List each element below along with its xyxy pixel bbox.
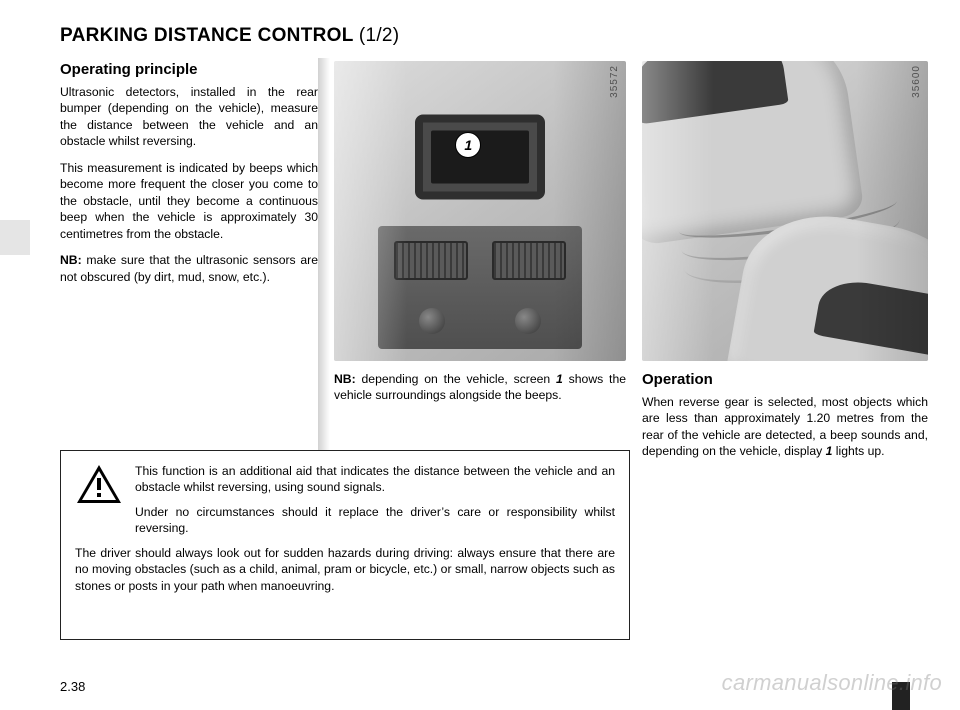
page-title: PARKING DISTANCE CONTROL (1/2) bbox=[60, 25, 930, 47]
paragraph: The driver should always look out for su… bbox=[75, 545, 615, 594]
warning-triangle-icon bbox=[75, 463, 123, 505]
section-tab bbox=[0, 220, 30, 255]
figure-id: 35600 bbox=[911, 65, 922, 98]
note-text: make sure that the ultrasonic sensors ar… bbox=[60, 253, 318, 283]
control-knob bbox=[419, 308, 445, 334]
warning-row: This function is an additional aid that … bbox=[75, 463, 615, 545]
callout-1: 1 bbox=[455, 132, 481, 158]
note-text: depending on the vehicle, screen bbox=[356, 372, 556, 386]
infotainment-screen bbox=[415, 115, 545, 200]
control-knob bbox=[515, 308, 541, 334]
ref-1: 1 bbox=[556, 372, 563, 386]
manual-page: PARKING DISTANCE CONTROL (1/2) Operating… bbox=[0, 0, 960, 710]
windshield bbox=[813, 275, 928, 361]
warning-text: This function is an additional aid that … bbox=[135, 463, 615, 545]
figure-dashboard: 35572 1 bbox=[334, 61, 626, 361]
paragraph: When reverse gear is selected, most obje… bbox=[642, 394, 928, 460]
figure-note: NB: depending on the vehicle, screen 1 s… bbox=[334, 371, 626, 404]
paragraph: NB: make sure that the ultrasonic sensor… bbox=[60, 252, 318, 285]
heading-operation: Operation bbox=[642, 371, 928, 388]
rear-window bbox=[642, 61, 789, 124]
text: When reverse gear is selected, most obje… bbox=[642, 395, 928, 458]
figure-sensor-waves: 35600 bbox=[642, 61, 928, 361]
column-middle: 35572 1 NB: depending on the veh bbox=[334, 61, 626, 470]
dashboard-mock: 1 bbox=[334, 61, 626, 361]
page-number: 2.38 bbox=[60, 679, 85, 694]
title-sub: (1/2) bbox=[359, 25, 400, 46]
column-right: 35600 Operation When reverse gear is sel… bbox=[642, 61, 928, 470]
paragraph: This function is an additional aid that … bbox=[135, 463, 615, 496]
air-vent-right bbox=[492, 241, 566, 280]
title-main: PARKING DISTANCE CONTROL bbox=[60, 25, 353, 46]
heading-operating-principle: Operating principle bbox=[60, 61, 318, 78]
note-prefix: NB: bbox=[60, 253, 82, 267]
column-left: Operating principle Ultrasonic detectors… bbox=[60, 61, 318, 470]
note-prefix: NB: bbox=[334, 372, 356, 386]
content-columns: Operating principle Ultrasonic detectors… bbox=[60, 61, 930, 470]
paragraph: This measurement is indicated by beeps w… bbox=[60, 160, 318, 242]
center-console bbox=[378, 226, 582, 349]
text: lights up. bbox=[832, 444, 884, 458]
air-vent-left bbox=[394, 241, 468, 280]
paragraph: Under no circumstances should it replace… bbox=[135, 504, 615, 537]
warning-box: This function is an additional aid that … bbox=[60, 450, 630, 640]
paragraph: Ultrasonic detectors, installed in the r… bbox=[60, 84, 318, 150]
crop-mark bbox=[892, 682, 910, 710]
